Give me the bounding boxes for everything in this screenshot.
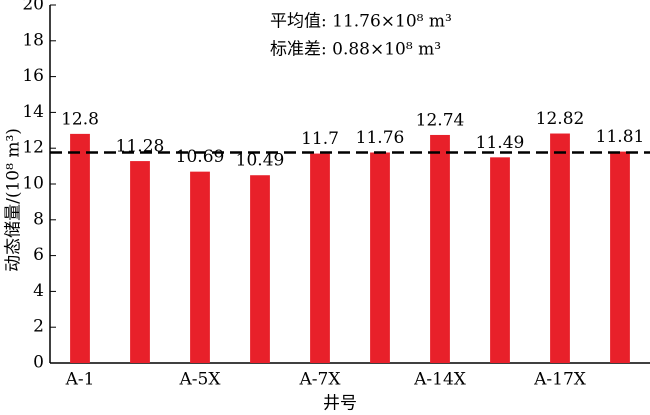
x-tick-label: A-5X: [179, 370, 222, 390]
annotation: 平均值: 11.76×10⁸ m³: [270, 12, 452, 32]
y-tick-label: 12: [22, 138, 44, 158]
bar: [430, 134, 450, 363]
bar: [250, 175, 270, 363]
y-tick-label: 0: [33, 353, 44, 373]
y-tick-label: 18: [22, 30, 44, 50]
bar: [370, 152, 390, 363]
bar: [310, 153, 330, 363]
y-tick-label: 10: [22, 174, 44, 194]
y-tick-label: 4: [33, 281, 44, 301]
value-label: 12.8: [61, 109, 99, 129]
value-label: 12.74: [416, 110, 465, 130]
y-tick-label: 14: [22, 102, 44, 122]
value-label: 11.76: [356, 128, 405, 148]
bar: [490, 157, 510, 363]
x-tick-label: A-1: [65, 370, 95, 390]
annotation: 标准差: 0.88×10⁸ m³: [270, 40, 441, 60]
value-label: 11.49: [476, 133, 525, 153]
x-tick-label: A-7X: [299, 370, 342, 390]
value-label: 12.82: [536, 109, 585, 129]
y-tick-label: 8: [33, 209, 44, 229]
bar: [70, 133, 90, 363]
y-tick-label: 20: [22, 0, 44, 15]
y-tick-label: 16: [22, 66, 44, 86]
value-label: 10.69: [176, 147, 225, 167]
value-label: 11.7: [301, 129, 339, 149]
bar: [550, 133, 570, 363]
y-tick-label: 2: [33, 317, 44, 337]
bar: [130, 161, 150, 363]
y-tick-label: 6: [33, 245, 44, 265]
value-label: 11.81: [596, 127, 645, 147]
x-tick-label: A-14X: [413, 370, 467, 390]
bar: [190, 171, 210, 363]
value-label: 10.49: [236, 151, 285, 171]
bar: [610, 151, 630, 363]
x-tick-label: A-17X: [533, 370, 587, 390]
y-axis-label: 动态储量/(10⁸ m³): [4, 128, 24, 272]
x-axis-label: 井号: [323, 394, 357, 414]
